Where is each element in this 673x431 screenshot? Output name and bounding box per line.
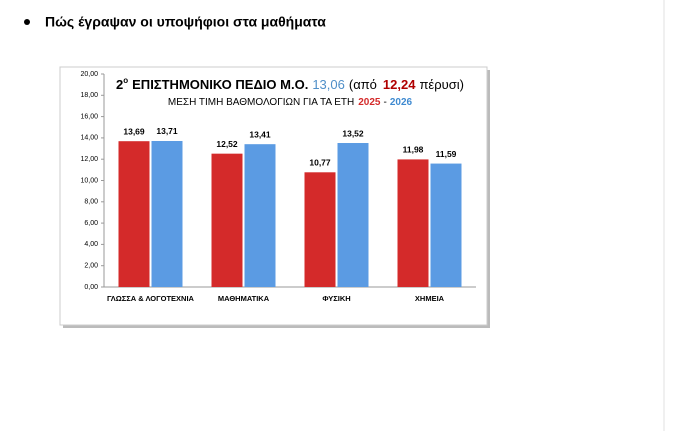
x-tick-label: ΦΥΣΙΚΗ — [322, 294, 350, 303]
value-label: 13,69 — [123, 126, 145, 136]
x-tick-label: ΓΛΩΣΣΑ & ΛΟΓΟΤΕΧΝΙΑ — [107, 294, 194, 303]
value-label: 10,77 — [309, 158, 331, 168]
title-part: 13,06 — [312, 77, 345, 92]
chart-title: 2ο ΕΠΙΣΤΗΜΟΝΙΚΟ ΠΕΔΙΟ Μ.Ο. 13,06 (από 12,24 π… — [116, 76, 464, 92]
bar — [397, 159, 429, 287]
y-tick-label: 20,00 — [80, 71, 98, 78]
subtitle-text: ΜΕΣΗ ΤΙΜΗ ΒΑΘΜΟΛΟΓΙΩΝ ΓΙΑ ΤΑ ΕΤΗ — [168, 97, 354, 108]
title-part: (από — [349, 77, 377, 92]
bar — [430, 163, 462, 287]
value-label: 13,71 — [156, 126, 178, 136]
subtitle-year: 2025 — [358, 97, 381, 108]
y-tick-label: 12,00 — [80, 156, 98, 163]
y-tick-label: 8,00 — [84, 199, 98, 206]
title-part: 12,24 — [383, 77, 416, 92]
bar — [151, 140, 183, 287]
title-part: ο — [123, 76, 128, 85]
bar — [211, 153, 243, 287]
bar — [304, 172, 336, 287]
value-label: 11,59 — [436, 149, 457, 159]
y-tick-label: 18,00 — [80, 92, 98, 99]
subtitle-separator: - — [383, 97, 386, 108]
title-part: 2 — [116, 77, 123, 92]
bullet — [24, 19, 30, 25]
y-tick-label: 16,00 — [80, 113, 98, 120]
value-label: 13,52 — [342, 128, 364, 138]
bar — [337, 143, 369, 287]
title-part: πέρυσι) — [419, 77, 464, 92]
value-label: 13,41 — [249, 129, 271, 139]
y-tick-label: 4,00 — [84, 241, 98, 248]
y-tick-label: 2,00 — [84, 263, 98, 270]
heading: Πώς έγραψαν οι υποψήφιοι στα μαθήματα — [45, 14, 326, 30]
x-tick-label: ΜΑΘΗΜΑΤΙΚΑ — [218, 294, 270, 303]
y-tick-label: 6,00 — [84, 220, 98, 227]
value-label: 12,52 — [216, 139, 238, 149]
bar — [118, 141, 150, 287]
x-tick-label: ΧΗΜΕΙΑ — [415, 294, 445, 303]
y-tick-label: 0,00 — [84, 284, 98, 291]
value-label: 11,98 — [403, 145, 424, 155]
y-tick-label: 10,00 — [80, 177, 98, 184]
chart-subtitle: ΜΕΣΗ ΤΙΜΗ ΒΑΘΜΟΛΟΓΙΩΝ ΓΙΑ ΤΑ ΕΤΗ 2025-202… — [168, 97, 413, 108]
subtitle-year: 2026 — [390, 97, 413, 108]
y-tick-label: 14,00 — [80, 135, 98, 142]
title-part: ΕΠΙΣΤΗΜΟΝΙΚΟ ΠΕΔΙΟ Μ.Ο. — [132, 77, 308, 92]
bar — [244, 144, 276, 287]
